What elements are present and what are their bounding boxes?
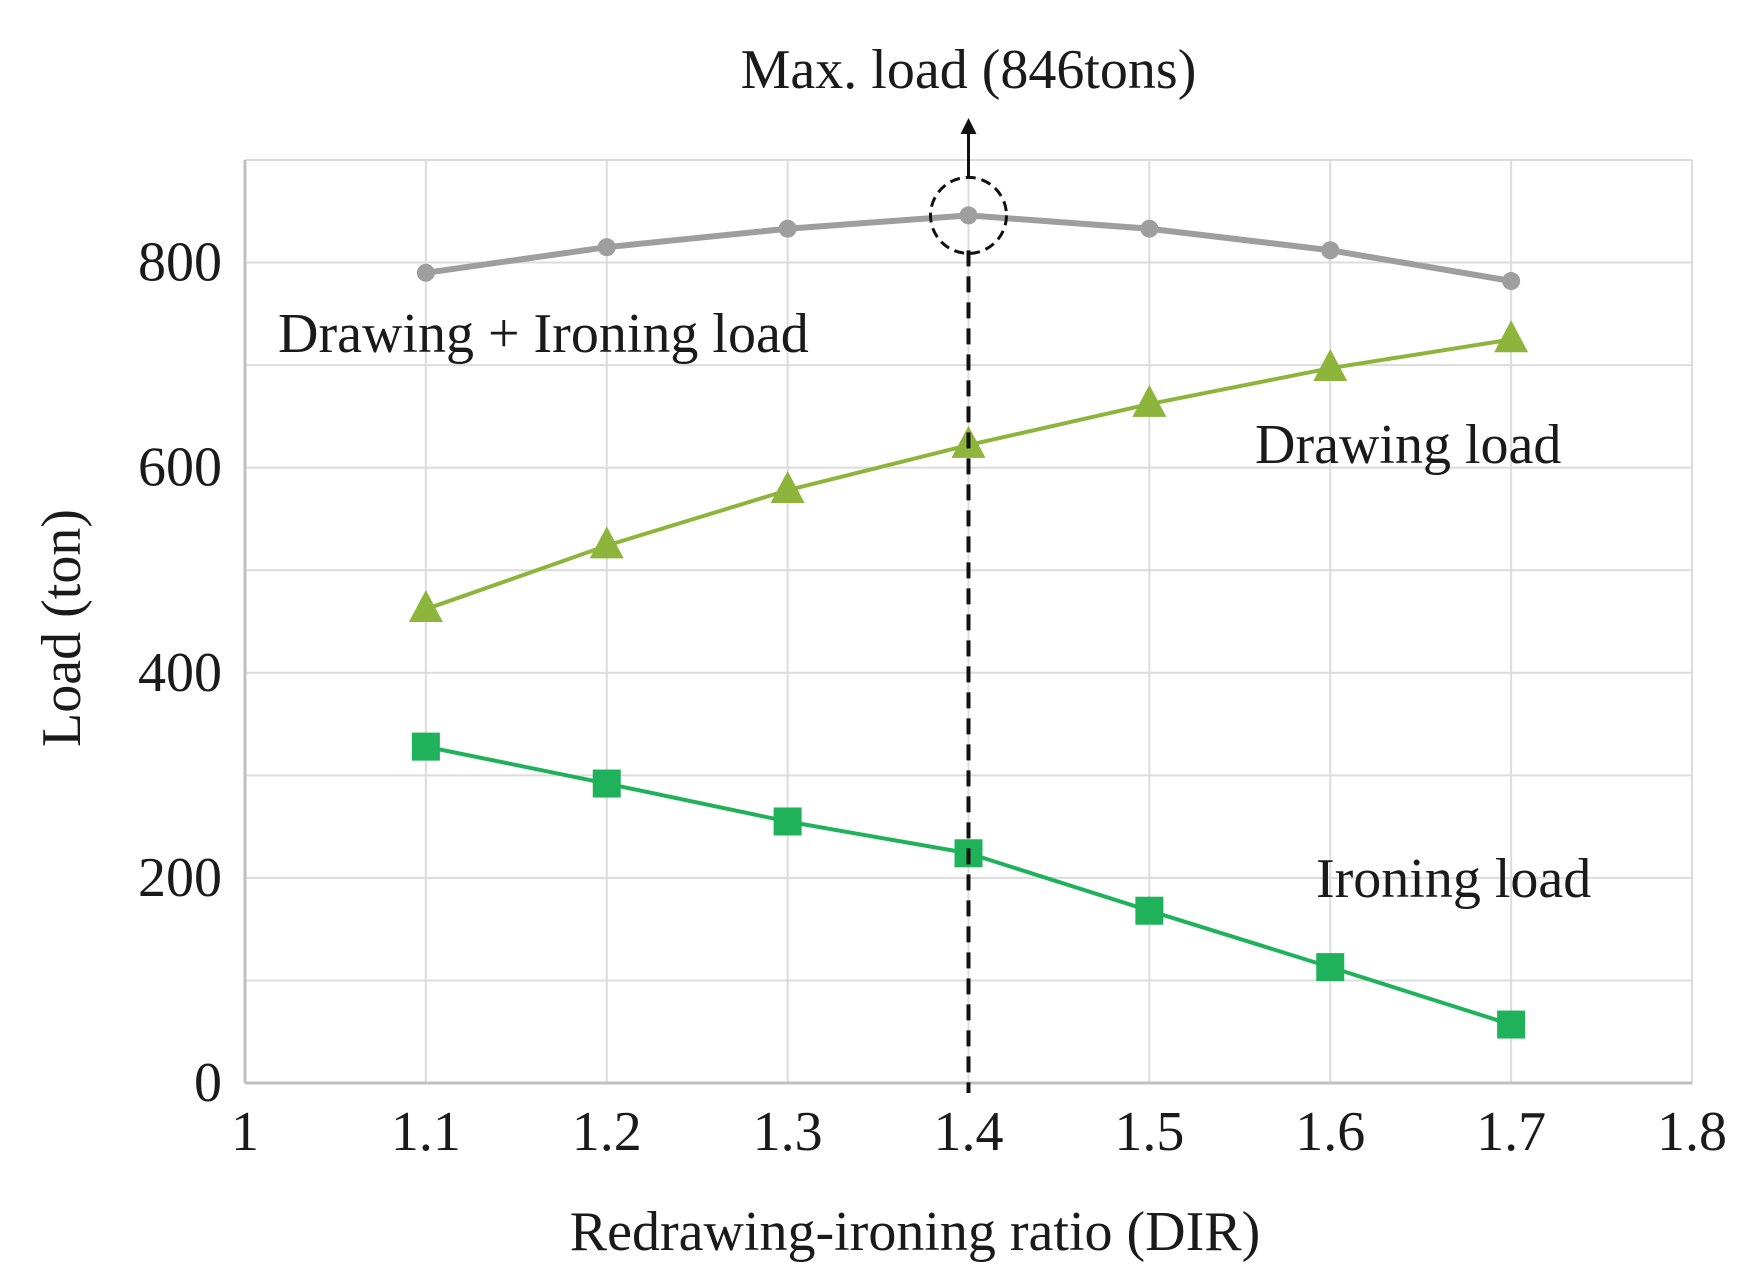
data-point bbox=[1321, 241, 1340, 260]
data-point bbox=[1316, 953, 1345, 982]
series-label-ironing: Ironing load bbox=[1316, 848, 1591, 910]
data-point bbox=[778, 219, 797, 238]
max-load-circle bbox=[929, 175, 1008, 255]
data-point bbox=[589, 526, 624, 559]
x-tick-label: 1.8 bbox=[1657, 1101, 1727, 1163]
data-point bbox=[597, 238, 616, 257]
data-point bbox=[1140, 219, 1159, 238]
data-point bbox=[592, 769, 621, 798]
y-axis-title: Load (ton) bbox=[31, 509, 93, 747]
data-point bbox=[408, 589, 443, 622]
data-point bbox=[959, 206, 978, 225]
y-tick-label: 400 bbox=[138, 642, 222, 704]
data-point bbox=[1494, 320, 1529, 353]
x-tick-label: 1.4 bbox=[934, 1101, 1004, 1163]
data-point bbox=[770, 471, 805, 504]
x-tick-label: 1.7 bbox=[1476, 1101, 1546, 1163]
x-tick-label: 1.1 bbox=[391, 1101, 461, 1163]
data-point bbox=[1135, 896, 1164, 925]
max-load-annotation: Max. load (846tons) bbox=[741, 39, 1197, 1093]
x-tick-label: 1.2 bbox=[572, 1101, 642, 1163]
data-point bbox=[773, 807, 802, 836]
series-label-drawing: Drawing load bbox=[1255, 414, 1561, 476]
x-tick-label: 1.5 bbox=[1114, 1101, 1184, 1163]
data-point bbox=[1497, 1010, 1526, 1039]
arrowhead-icon bbox=[960, 118, 977, 134]
y-tick-label: 200 bbox=[138, 847, 222, 909]
data-point bbox=[1502, 272, 1521, 291]
series-labels: Drawing + Ironing load Drawing load Iron… bbox=[278, 303, 1591, 910]
data-point bbox=[411, 732, 440, 761]
x-tick-label: 1 bbox=[231, 1101, 259, 1163]
x-tick-label: 1.6 bbox=[1295, 1101, 1365, 1163]
data-point bbox=[1132, 384, 1167, 417]
y-tick-label: 600 bbox=[138, 437, 222, 499]
x-axis-title: Redrawing-ironing ratio (DIR) bbox=[570, 1201, 1260, 1263]
data-point bbox=[1313, 348, 1348, 381]
max-load-label: Max. load (846tons) bbox=[741, 39, 1197, 101]
data-point bbox=[416, 263, 435, 282]
y-tick-labels: 0 200 400 600 800 bbox=[138, 232, 222, 1114]
y-tick-label: 800 bbox=[138, 232, 222, 294]
series-label-drawing-ironing: Drawing + Ironing load bbox=[278, 303, 809, 365]
x-tick-labels: 1 1.1 1.2 1.3 1.4 1.5 1.6 1.7 1.8 bbox=[231, 1101, 1727, 1163]
x-tick-label: 1.3 bbox=[753, 1101, 823, 1163]
y-tick-label: 0 bbox=[194, 1052, 222, 1114]
